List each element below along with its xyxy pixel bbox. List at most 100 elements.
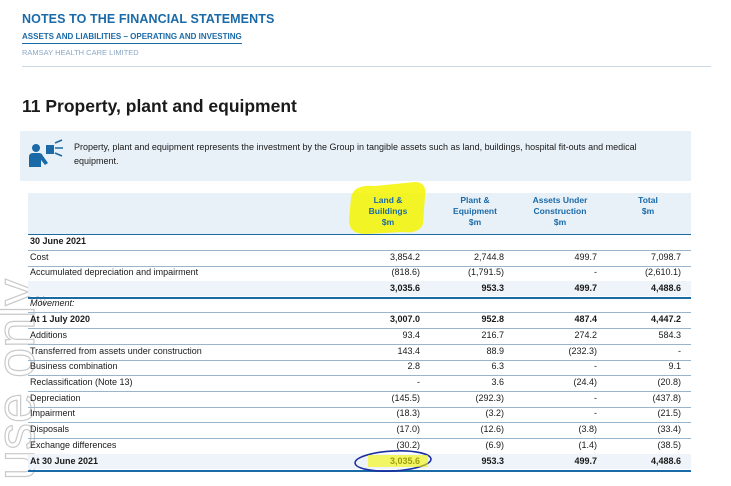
- table-cell: 9.1: [668, 361, 681, 371]
- table-cell: 953.3: [481, 283, 504, 293]
- row-divider: [28, 344, 691, 345]
- table-cell: -: [594, 267, 597, 277]
- table-cell: 3.6: [491, 377, 504, 387]
- table-cell: (38.5): [657, 440, 681, 450]
- table-cell: 2.8: [407, 361, 420, 371]
- table-cell: (818.6): [391, 267, 420, 277]
- table-cell: (30.2): [396, 440, 420, 450]
- column-header-total: Total $m: [638, 195, 658, 216]
- table-cell: (3.2): [485, 408, 504, 418]
- row-label: 30 June 2021: [30, 236, 87, 246]
- table-cell: 499.7: [574, 456, 597, 466]
- table-cell: 7,098.7: [650, 252, 681, 262]
- table-cell: -: [417, 377, 420, 387]
- page-header: NOTES TO THE FINANCIAL STATEMENTS ASSETS…: [22, 12, 274, 57]
- table-cell: (6.9): [485, 440, 504, 450]
- row-divider: [28, 391, 691, 392]
- header-subtitle: ASSETS AND LIABILITIES – OPERATING AND I…: [22, 32, 242, 44]
- table-header-label-band: [28, 193, 348, 234]
- table-cell: 6.3: [491, 361, 504, 371]
- section-title: 11 Property, plant and equipment: [22, 96, 297, 116]
- table-cell: (437.8): [652, 393, 681, 403]
- table-cell: (12.6): [480, 424, 504, 434]
- table-cell: 487.4: [574, 314, 597, 324]
- row-divider: [28, 297, 691, 299]
- intro-box: Property, plant and equipment represents…: [20, 131, 691, 181]
- building-person-icon: [29, 139, 63, 167]
- table-cell: -: [594, 393, 597, 403]
- table-cell: (145.5): [391, 393, 420, 403]
- row-divider: [28, 407, 691, 408]
- table-cell: (17.0): [396, 424, 420, 434]
- blue-circle-mark: [354, 450, 432, 472]
- table-cell: -: [594, 361, 597, 371]
- subtotal-band: [28, 454, 691, 469]
- table-cell: 2,744.8: [473, 252, 504, 262]
- row-divider: [28, 328, 691, 329]
- header-title: NOTES TO THE FINANCIAL STATEMENTS: [22, 12, 275, 26]
- row-label: Exchange differences: [30, 440, 117, 450]
- table-cell: 3,035.6: [389, 283, 420, 293]
- table-cell: (33.4): [657, 424, 681, 434]
- row-label: Accumulated depreciation and impairment: [30, 267, 199, 277]
- table-cell: 88.9: [486, 346, 504, 356]
- row-label: Business combination: [30, 361, 118, 371]
- table-cell: 216.7: [481, 330, 504, 340]
- row-divider: [28, 438, 691, 439]
- table-cell: 93.4: [402, 330, 420, 340]
- table-cell: (20.8): [657, 377, 681, 387]
- header-divider: [22, 66, 711, 67]
- table-cell: (2,610.1): [644, 267, 681, 277]
- table-cell: (3.8): [578, 424, 597, 434]
- table-cell: (1,791.5): [467, 267, 504, 277]
- table-cell: 274.2: [574, 330, 597, 340]
- row-label: Movement:: [30, 298, 75, 308]
- table-cell: 953.3: [481, 456, 504, 466]
- table-cell: (18.3): [396, 408, 420, 418]
- row-label: At 30 June 2021: [30, 456, 99, 466]
- table-cell: -: [678, 346, 681, 356]
- table-cell: 3,854.2: [389, 252, 420, 262]
- column-header-plant-equipment: Plant & Equipment $m: [453, 195, 497, 227]
- table-cell: 952.8: [481, 314, 504, 324]
- table-cell: 584.3: [658, 330, 681, 340]
- table-cell: 4,488.6: [650, 456, 681, 466]
- table-cell: (21.5): [657, 408, 681, 418]
- column-header-land-buildings: Land & Buildings $m: [368, 195, 408, 227]
- row-label: At 1 July 2020: [30, 314, 91, 324]
- row-divider: [28, 375, 691, 376]
- header-rule: [28, 234, 691, 235]
- row-divider: [28, 360, 691, 361]
- table-cell: 143.4: [397, 346, 420, 356]
- watermark: use only: [0, 278, 47, 480]
- table-cell: 499.7: [574, 283, 597, 293]
- row-divider: [28, 422, 691, 423]
- row-label: Impairment: [30, 408, 76, 418]
- row-divider: [28, 250, 691, 251]
- subtotal-band: [28, 281, 691, 296]
- row-label: Disposals: [30, 424, 70, 434]
- row-label: Depreciation: [30, 393, 81, 403]
- table-cell: (1.4): [578, 440, 597, 450]
- table-cell: 4,447.2: [650, 314, 681, 324]
- table-cell: 3,007.0: [389, 314, 420, 324]
- table-cell: (24.4): [573, 377, 597, 387]
- yellow-highlight-total: [368, 455, 428, 467]
- table-cell: (232.3): [568, 346, 597, 356]
- table-cell: (292.3): [475, 393, 504, 403]
- column-header-assets-under-construction: Assets Under Construction $m: [532, 195, 588, 227]
- row-label: Additions: [30, 330, 68, 340]
- row-divider: [28, 470, 691, 472]
- row-label: Transferred from assets under constructi…: [30, 346, 202, 356]
- table-cell: 4,488.6: [650, 283, 681, 293]
- yellow-highlight-mark: [349, 182, 426, 234]
- intro-text: Property, plant and equipment represents…: [74, 142, 637, 166]
- row-divider: [28, 266, 691, 267]
- table-cell: -: [594, 408, 597, 418]
- svg-text:use only: use only: [0, 279, 46, 480]
- table-cell: 499.7: [574, 252, 597, 262]
- header-company: RAMSAY HEALTH CARE LIMITED: [22, 48, 139, 57]
- row-label: Cost: [30, 252, 49, 262]
- row-divider: [28, 312, 691, 313]
- row-label: Reclassification (Note 13): [30, 377, 133, 387]
